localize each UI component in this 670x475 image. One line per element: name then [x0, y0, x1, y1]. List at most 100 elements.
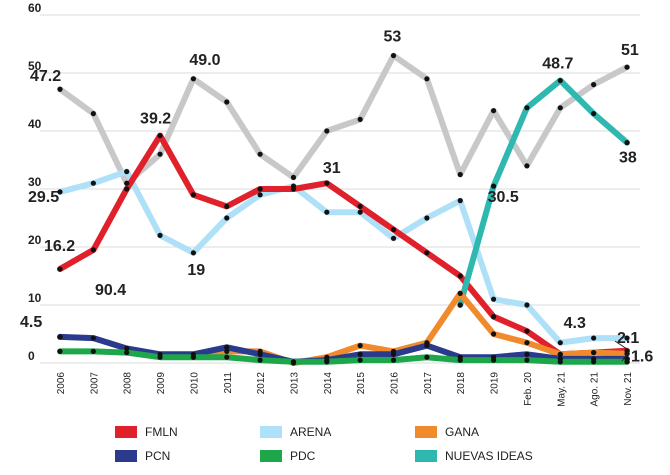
data-point-pdc	[624, 359, 630, 365]
data-point-fmln	[357, 203, 363, 209]
data-point-pdc	[157, 354, 163, 360]
data-point-fmln	[257, 186, 263, 192]
legend-label-nuevas-ideas: NUEVAS IDEAS	[445, 449, 533, 463]
data-label: 38	[619, 150, 637, 167]
data-label: 49.0	[189, 52, 220, 69]
data-point-pcn	[390, 351, 397, 357]
y-tick-label: 20	[28, 233, 42, 247]
data-label: 51	[621, 42, 639, 59]
data-point-gov	[591, 82, 597, 88]
data-point-fmln	[390, 227, 397, 233]
data-point-nuevas-ideas	[591, 111, 597, 117]
x-tick-label: 2019	[490, 372, 501, 395]
series-line-gov	[57, 52, 630, 187]
data-point-pdc	[457, 357, 463, 363]
data-label: 31	[323, 160, 341, 177]
data-point-pcn	[424, 343, 430, 349]
data-point-gana	[457, 290, 463, 296]
y-tick-label: 30	[28, 175, 42, 189]
data-point-pdc	[557, 359, 563, 365]
legend-swatch-pcn	[115, 450, 137, 462]
series-line-nuevas-ideas	[457, 77, 630, 308]
data-point-gov	[524, 163, 530, 169]
legend-label-gana: GANA	[445, 425, 479, 439]
data-point-gana	[357, 343, 363, 349]
x-tick-label: 2010	[189, 372, 200, 395]
series-line-arena	[57, 168, 630, 346]
data-point-arena	[557, 340, 563, 346]
data-point-nuevas-ideas	[557, 77, 563, 84]
callout-leader	[621, 352, 629, 362]
y-tick-label: 40	[28, 117, 42, 131]
data-point-pdc	[124, 349, 130, 356]
data-point-gov	[157, 151, 163, 157]
data-point-gana	[591, 349, 597, 356]
data-point-pdc	[57, 348, 63, 354]
data-point-arena	[57, 189, 63, 195]
data-point-pcn	[57, 334, 63, 340]
data-point-gov	[190, 76, 197, 82]
data-point-gov	[90, 111, 96, 117]
data-point-pdc	[524, 357, 530, 363]
data-point-gana	[224, 348, 230, 354]
data-label: 19	[187, 262, 205, 279]
data-point-gov	[557, 105, 563, 111]
data-label: 4.3	[564, 315, 586, 332]
y-tick-label: 0	[28, 349, 35, 363]
x-tick-label: 2015	[356, 372, 367, 395]
data-point-arena	[324, 209, 330, 215]
data-point-fmln	[290, 186, 297, 192]
x-tick-label: 2008	[123, 372, 134, 395]
data-point-gov	[424, 76, 430, 82]
data-point-arena	[157, 232, 163, 238]
data-point-pdc	[190, 354, 197, 360]
data-point-nuevas-ideas	[524, 105, 530, 111]
data-point-pdc	[424, 354, 430, 360]
data-point-nuevas-ideas	[624, 140, 630, 146]
data-point-fmln	[57, 266, 63, 272]
data-point-pdc	[324, 359, 330, 365]
series-line-fmln	[57, 132, 630, 358]
data-point-pcn	[124, 345, 130, 352]
x-tick-label: 2018	[456, 372, 467, 395]
data-label: 2.1	[617, 330, 639, 347]
x-tick-label: Nov. 21	[623, 372, 634, 406]
data-point-nuevas-ideas	[457, 302, 463, 308]
data-point-arena	[190, 250, 197, 256]
x-tick-label: 2007	[89, 372, 100, 395]
data-point-arena	[357, 209, 363, 215]
data-point-fmln	[124, 186, 130, 192]
legend-label-pdc: PDC	[290, 449, 316, 463]
legend-swatch-nuevas-ideas	[415, 450, 437, 462]
data-point-gana	[524, 340, 530, 346]
legend-label-arena: ARENA	[290, 425, 331, 439]
legend-swatch-fmln	[115, 426, 137, 438]
data-point-pdc	[224, 354, 230, 360]
x-tick-label: 2016	[390, 372, 401, 395]
data-point-fmln	[224, 203, 230, 209]
data-point-gov	[124, 180, 130, 186]
data-point-gov	[490, 108, 497, 114]
data-label: 1.6	[631, 349, 653, 366]
legend-swatch-arena	[260, 426, 282, 438]
data-point-arena	[424, 215, 430, 221]
data-point-arena	[490, 296, 497, 302]
data-label: 53	[384, 29, 402, 46]
data-label: 16.2	[44, 238, 75, 255]
x-tick-label: 2009	[156, 372, 167, 395]
data-point-pdc	[290, 359, 297, 365]
legend-label-pcn: PCN	[145, 449, 170, 463]
data-point-fmln	[490, 314, 497, 320]
data-point-arena	[457, 198, 463, 204]
data-point-fmln	[324, 180, 330, 186]
legend-label-fmln: FMLN	[145, 425, 178, 439]
data-point-gov	[57, 86, 63, 92]
data-label: 48.7	[542, 56, 573, 73]
data-point-gov	[324, 128, 330, 134]
data-point-arena	[524, 302, 530, 308]
y-tick-label: 50	[28, 59, 42, 73]
data-point-pdc	[390, 357, 397, 363]
data-point-nuevas-ideas	[490, 183, 497, 189]
data-point-fmln	[90, 247, 96, 253]
